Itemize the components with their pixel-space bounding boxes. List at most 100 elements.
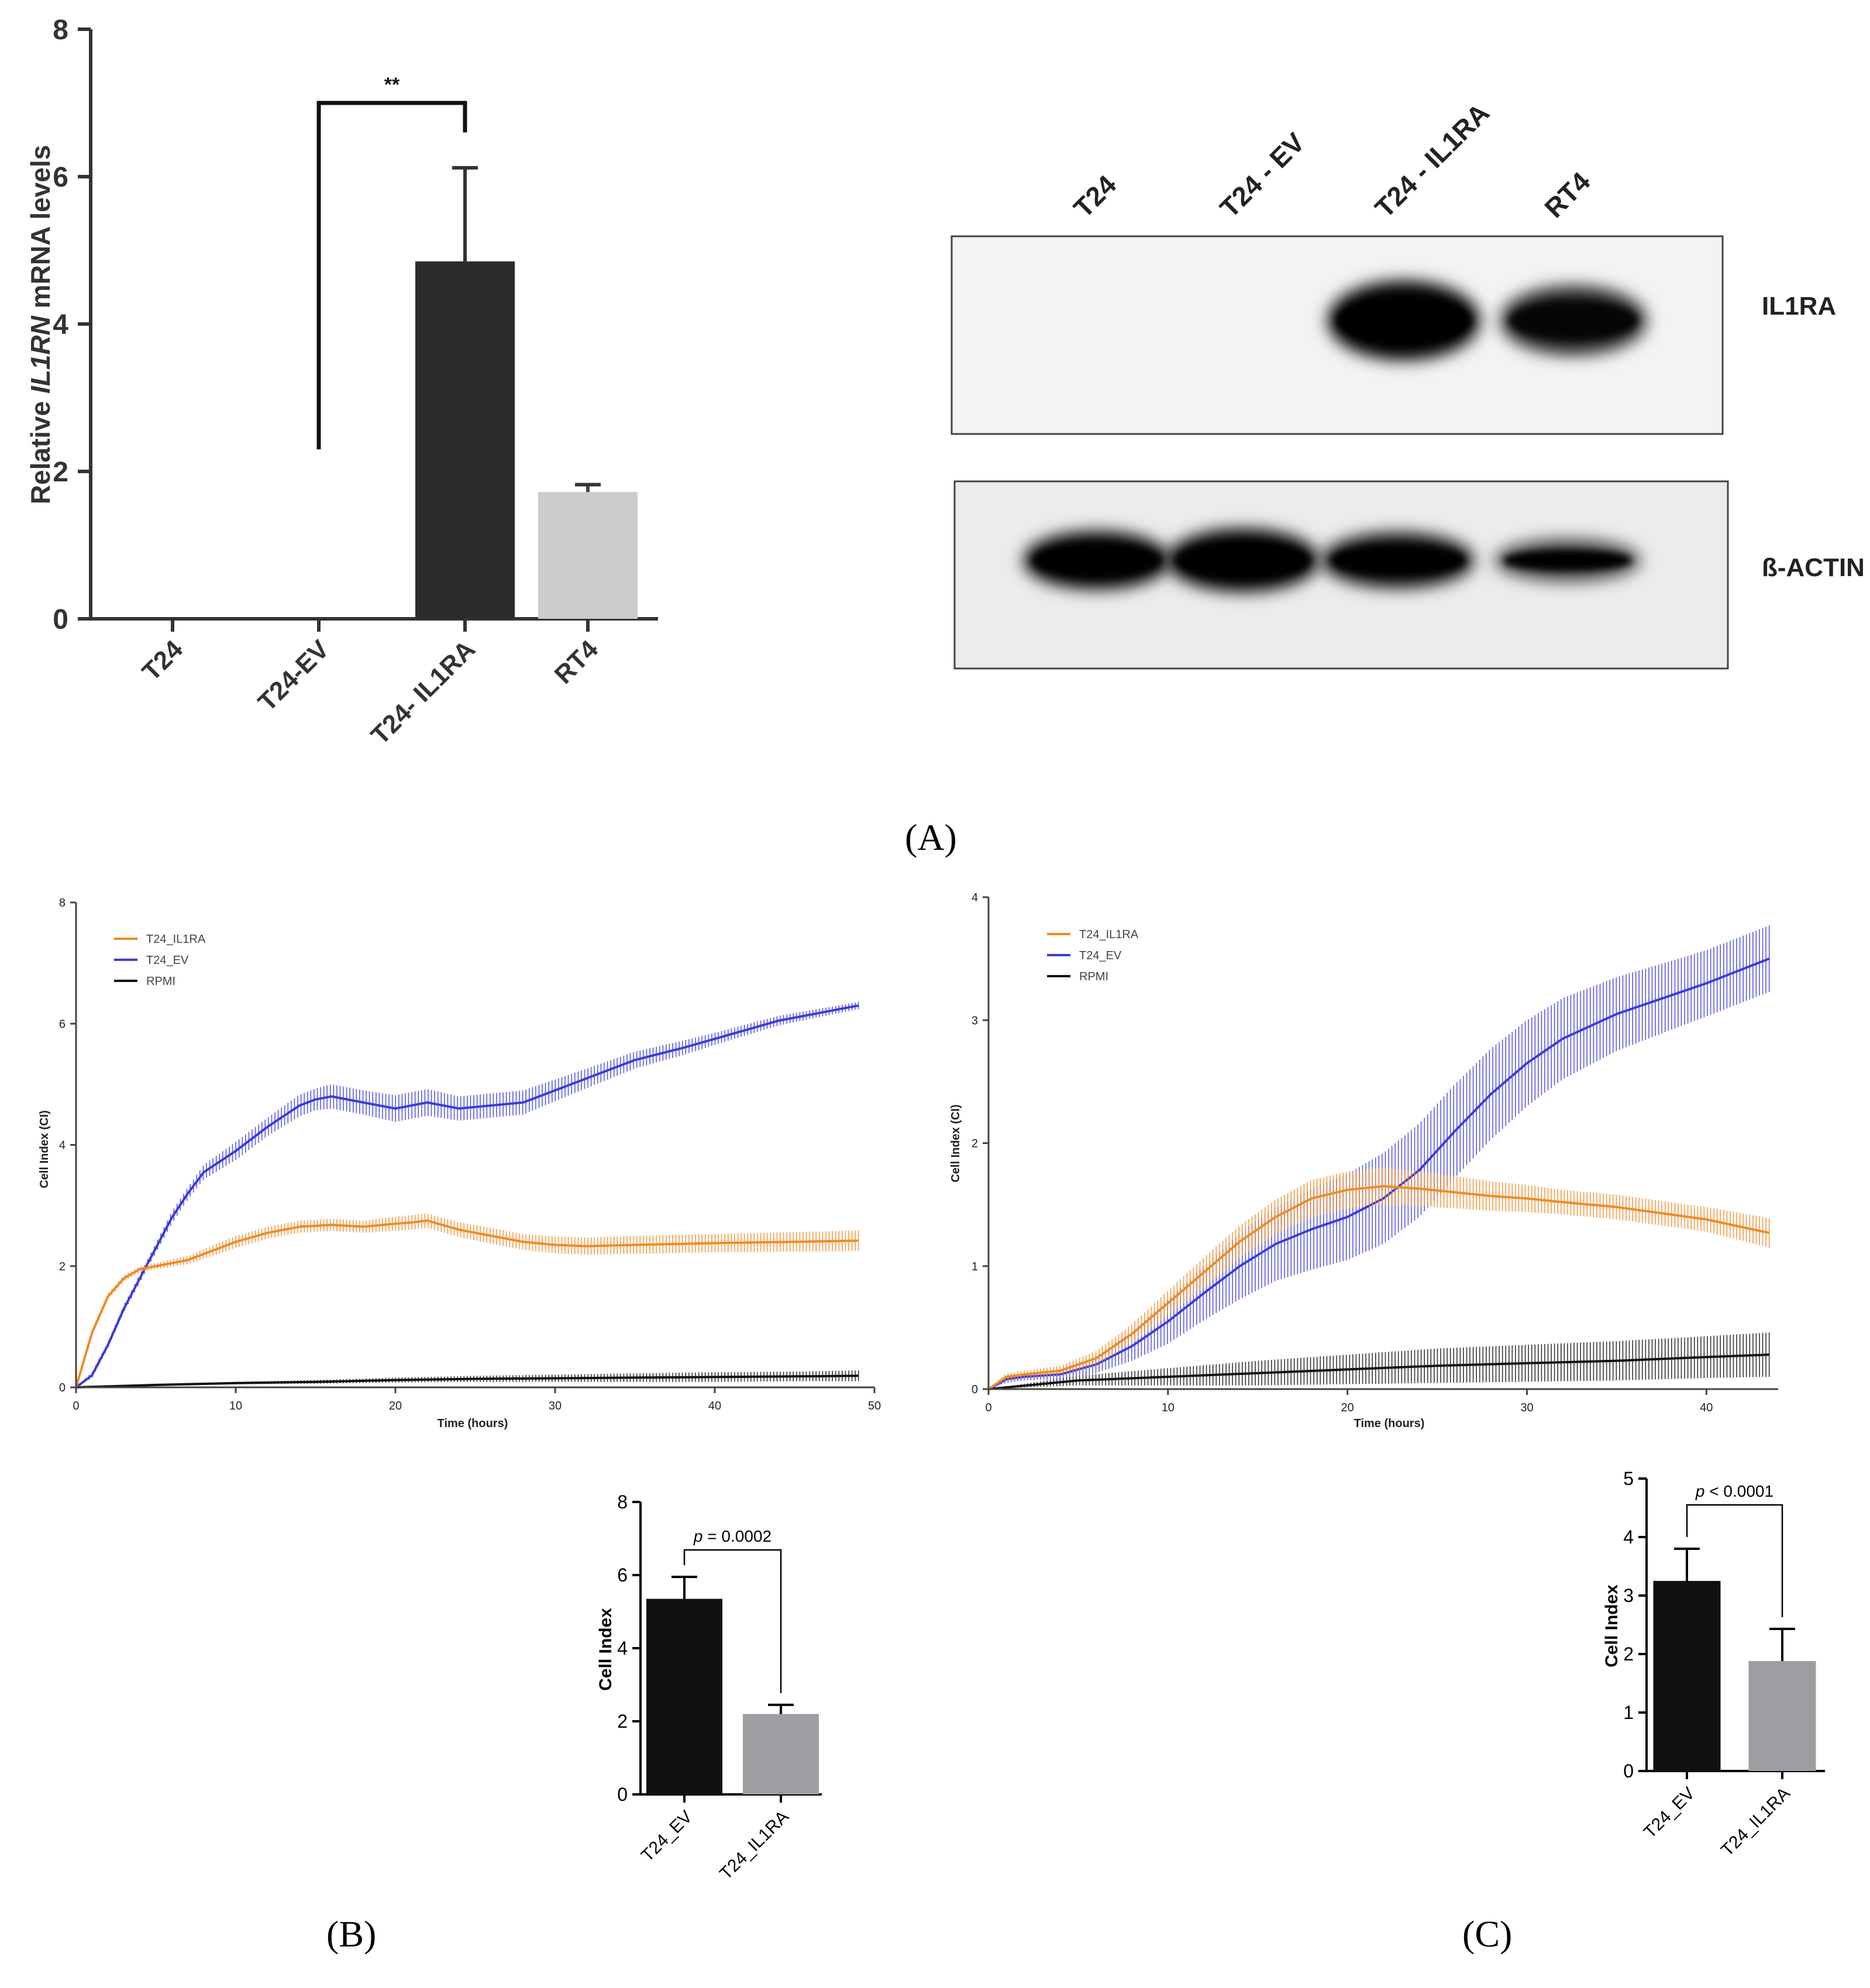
ci_bar_c-bar — [1748, 1661, 1816, 1771]
blot-band-actin-core — [1331, 545, 1465, 576]
ci_c-y-tick-label: 0 — [972, 1383, 978, 1396]
ci_bar_c-pvalue-rest: < 0.0001 — [1705, 1482, 1774, 1500]
blot-lane-label: T24 - EV — [1214, 127, 1310, 223]
blot-lane-label: RT4 — [1538, 166, 1596, 224]
cell-index-curve-chart-c: 0 10 20 30 40 0 1 2 3 4 Time (hours) Cell Index (… — [949, 891, 1778, 1430]
ci_c-x-tick-label: 20 — [1341, 1401, 1354, 1414]
ci_b-x-tick-label: 40 — [708, 1400, 721, 1412]
ci_b-y-tick-label: 2 — [59, 1260, 66, 1273]
ci_bar_c-pvalue-label: p < 0.0001 — [1695, 1482, 1773, 1500]
ci_c-errorbars-T24_EV — [991, 925, 1770, 1389]
ci_bar_c-x-tick-label: T24_EV — [1640, 1784, 1699, 1842]
mrna-y-tick-label: 6 — [53, 162, 68, 193]
ci_bar_c-y-tick-label: 0 — [1623, 1760, 1634, 1782]
ci_bar_b-pvalue-bracket — [683, 1549, 782, 1693]
mrna-x-tick-label: RT4 — [549, 635, 604, 690]
blot-band-il1ra-core — [1337, 297, 1471, 344]
mrna-x-tick-label: T24-EV — [253, 635, 335, 717]
ci-b-x-label: Time (hours) — [438, 1417, 508, 1430]
ci_bar_b-y-tick-label: 4 — [617, 1638, 628, 1659]
ci_c-legend-label: RPMI — [1079, 970, 1108, 983]
ci_b-line-RPMI — [75, 1374, 859, 1389]
ci_b-y-tick-label: 8 — [59, 897, 66, 909]
ci_c-y-tick-label: 1 — [972, 1260, 978, 1273]
ci_c-x-tick-label: 40 — [1700, 1401, 1713, 1414]
ci_bar_c-y-tick-label: 3 — [1623, 1585, 1634, 1606]
ci_b-y-tick-label: 4 — [59, 1139, 66, 1152]
ci_b-y-tick-label: 6 — [59, 1018, 66, 1031]
ci_b-x-tick-label: 30 — [549, 1400, 562, 1412]
mrna-x-tick-label: T24- IL1RA — [366, 635, 481, 750]
blot-label-actin: ß-ACTIN — [1762, 553, 1865, 582]
mrna-y-label: Relative IL1RN mRNA levels — [25, 145, 56, 504]
ci_b-errorbars-T24_EV — [78, 1001, 859, 1386]
mrna-y-tick-label: 2 — [53, 457, 68, 488]
mrna-y-tick-label: 8 — [53, 15, 68, 46]
blot-lane-label: T24 - IL1RA — [1369, 97, 1495, 223]
ci_b-legend-label: RPMI — [146, 975, 175, 988]
mrna-significance-label: ** — [384, 74, 400, 96]
ci_bar_b-y-tick-label: 0 — [617, 1784, 628, 1805]
ci_bar_b-x-tick-label: T24_IL1RA — [716, 1807, 793, 1884]
blot-label-il1ra: IL1RA — [1762, 292, 1836, 321]
mrna-y-tick-label: 4 — [53, 309, 68, 340]
ci_c-y-tick-label: 2 — [972, 1138, 978, 1150]
ci_bar_c-bar — [1653, 1581, 1721, 1771]
blot-band-actin-core — [1032, 545, 1161, 576]
ci-bar-c-y-label: Cell Index — [1602, 1584, 1621, 1667]
blot-lane-label: T24 — [1067, 169, 1122, 223]
ci_bar_c-x-tick-label: T24_IL1RA — [1717, 1784, 1794, 1860]
ci_bar_b-y-tick-label: 6 — [617, 1565, 628, 1586]
cell-index-bar-chart-b: Cell Index 0 2 4 6 8 T24_EV T24_IL1RA p = 0.000… — [596, 1491, 822, 1883]
ci_c-legend-label: T24_EV — [1079, 949, 1122, 962]
cell-index-curve-chart-b: 0 10 20 30 40 50 0 2 4 6 8 Time (hours) Cell Index… — [38, 897, 881, 1430]
ci_b-y-tick-label: 0 — [59, 1381, 66, 1394]
panel-label-a: (A) — [905, 816, 957, 858]
ci_bar_b-pvalue-label: p = 0.0002 — [693, 1527, 772, 1545]
panel-label-b: (B) — [326, 1913, 377, 1955]
ci_bar_c-y-tick-label: 4 — [1623, 1527, 1634, 1548]
mrna-x-tick-label: T24 — [137, 635, 189, 687]
ci_bar_b-pvalue-rest: = 0.0002 — [703, 1527, 772, 1545]
ci-c-x-label: Time (hours) — [1354, 1417, 1425, 1430]
ci_c-x-tick-label: 30 — [1520, 1401, 1533, 1414]
mrna-bar — [415, 261, 515, 619]
ci_c-legend-label: T24_IL1RA — [1079, 928, 1139, 941]
ci_c-line-T24_IL1RA — [987, 1185, 1770, 1390]
ci_b-line-T24_EV — [75, 1004, 859, 1389]
ci_c-x-tick-label: 10 — [1162, 1401, 1175, 1414]
panel-label-c: (C) — [1462, 1913, 1513, 1955]
mrna-y-label-suffix: mRNA levels — [25, 145, 56, 316]
ci_c-y-tick-label: 4 — [972, 891, 978, 904]
ci-c-y-label: Cell Index (CI) — [949, 1104, 962, 1182]
ci_bar_b-y-tick-label: 2 — [617, 1711, 628, 1732]
ci_c-line-RPMI — [988, 1353, 1769, 1390]
mrna-y-label-prefix: Relative — [25, 394, 56, 504]
ci_bar_b-x-tick-label: T24_EV — [638, 1807, 696, 1866]
ci_c-line-T24_EV — [988, 957, 1770, 1390]
ci_bar_b-pvalue-p: p — [693, 1527, 703, 1545]
ci_b-x-tick-label: 50 — [868, 1400, 881, 1412]
blot-band-il1ra-core — [1509, 301, 1638, 340]
ci_bar_c-y-tick-label: 1 — [1623, 1702, 1634, 1723]
ci_b-x-tick-label: 20 — [389, 1400, 402, 1412]
ci-bar-b-y-label: Cell Index — [596, 1608, 615, 1691]
ci_b-legend-label: T24_EV — [146, 954, 189, 967]
ci_bar_b-bar — [646, 1598, 722, 1794]
ci_c-y-tick-label: 3 — [972, 1014, 978, 1027]
blot-band-actin-core — [1176, 543, 1310, 578]
ci_b-x-tick-label: 10 — [229, 1400, 242, 1412]
mrna-bar-chart: Relative IL1RN mRNA levels 0 2 4 6 8 T24 T24-… — [25, 15, 658, 750]
ci_b-errorbars-T24_IL1RA — [78, 1214, 859, 1377]
mrna-bar — [538, 492, 638, 619]
ci_bar_c-y-tick-label: 5 — [1623, 1468, 1634, 1489]
ci_b-legend-label: T24_IL1RA — [146, 933, 206, 946]
western-blot: T24 T24 - EV T24 - IL1RA RT4 IL1RA ß-ACTIN — [951, 97, 1865, 670]
ci_b-x-tick-label: 0 — [73, 1400, 79, 1412]
mrna-y-label-gene: IL1RN — [25, 315, 56, 394]
ci_b-line-T24_IL1RA — [75, 1219, 859, 1388]
ci_bar_b-bar — [743, 1714, 819, 1794]
blot-band-actin-core — [1503, 550, 1632, 571]
ci_bar_c-y-tick-label: 2 — [1623, 1644, 1634, 1665]
mrna-y-tick-label: 0 — [53, 604, 68, 635]
